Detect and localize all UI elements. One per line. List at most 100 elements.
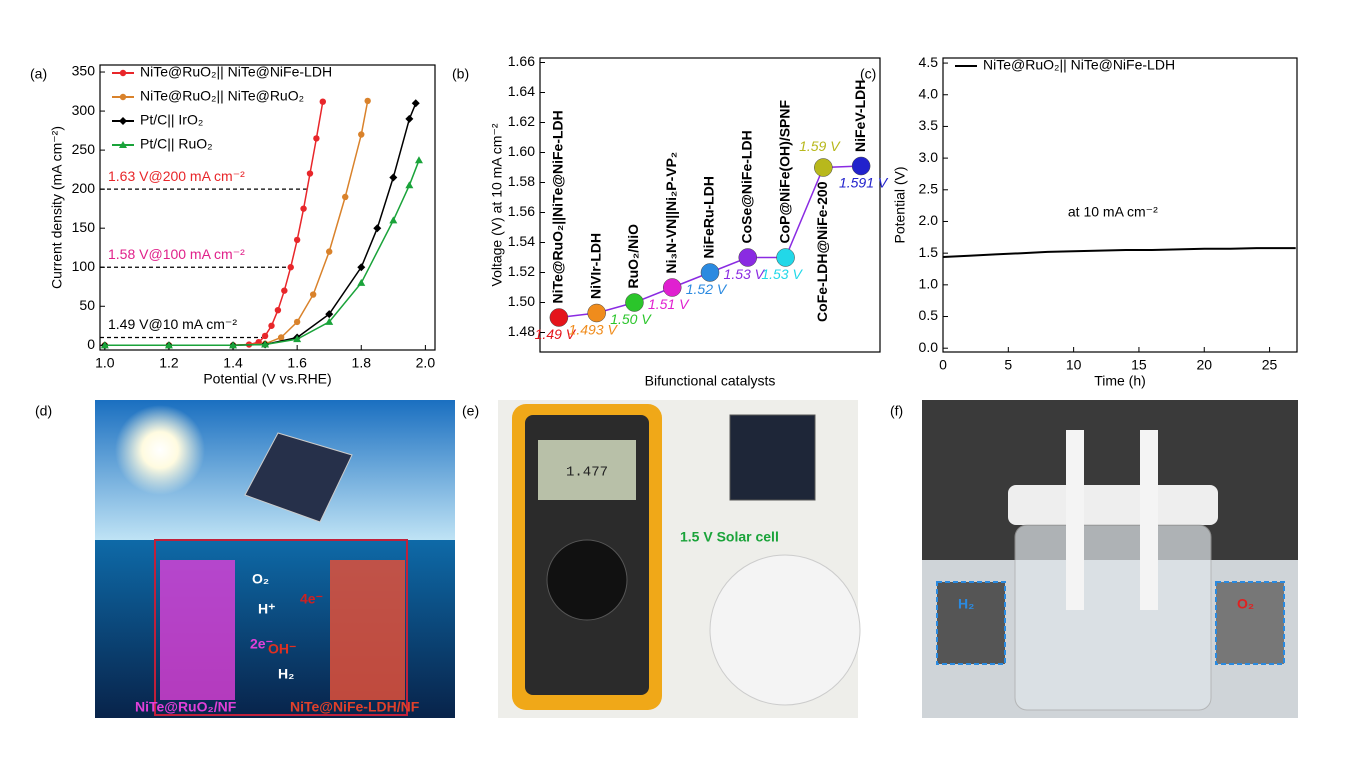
x-axis-label: Bifunctional catalysts (645, 373, 776, 389)
y-tick-label: 4.5 (919, 54, 939, 70)
marker (405, 181, 414, 189)
annotation: 1.49 V@10 mA cm⁻² (108, 316, 237, 332)
category-label: RuO₂/NiO (625, 224, 641, 289)
y-tick-label: 1.56 (508, 203, 535, 219)
marker (119, 117, 127, 125)
electrode-left (160, 560, 235, 700)
marker (100, 341, 109, 349)
label: 4e⁻ (300, 591, 323, 607)
inset (936, 581, 1006, 665)
y-tick-label: 1.60 (508, 143, 535, 159)
marker (364, 97, 371, 105)
y-tick-label: 2.0 (919, 212, 939, 228)
panel-label: (e) (462, 403, 479, 419)
y-axis-label: Potential (V) (892, 166, 908, 243)
x-tick-label: 1.2 (159, 355, 179, 371)
marker (313, 135, 320, 142)
x-tick-label: 1.4 (223, 355, 243, 371)
x-axis-label: Time (h) (1094, 373, 1146, 389)
y-tick-label: 4.0 (919, 85, 939, 101)
y-tick-label: 1.54 (508, 233, 535, 249)
category-label: CoP@NiFe(OH)/SPNF (776, 100, 792, 244)
sun (115, 405, 205, 495)
x-axis-label: Potential (V vs.RHE) (203, 371, 331, 387)
marker (293, 335, 302, 343)
x-tick-label: 5 (1004, 357, 1012, 373)
value-label: 1.49 V (535, 326, 577, 342)
series-line (104, 160, 420, 347)
panel-label: (d) (35, 403, 52, 419)
plot-frame (99, 64, 436, 351)
marker (325, 310, 334, 319)
value-label: 1.493 V (569, 322, 619, 338)
legend-label: Pt/C|| IrO₂ (140, 112, 203, 128)
dial (546, 539, 628, 621)
lid (1008, 485, 1218, 525)
x-tick-label: 1.8 (352, 355, 372, 371)
point (587, 303, 606, 323)
y-tick-label: 1.58 (508, 173, 535, 189)
x-tick-label: 25 (1262, 357, 1278, 373)
category-label: CoFe-LDH@NiFe-200 (814, 181, 830, 322)
panel-f: H₂ O₂ (f) (890, 400, 1298, 718)
point (625, 293, 644, 312)
x-tick-label: 10 (1066, 357, 1082, 373)
value-label: 1.591 V (839, 175, 889, 191)
x-tick-label: 2.0 (416, 355, 436, 371)
y-tick-label: 1.48 (508, 323, 535, 339)
marker (277, 334, 285, 341)
y-axis-label: Current density (mA cm⁻²) (49, 126, 65, 289)
label: OH⁻ (268, 641, 296, 657)
x-tick-label: 20 (1196, 357, 1212, 373)
value-label: 1.50 V (610, 311, 652, 327)
marker (261, 332, 269, 340)
marker (373, 224, 382, 233)
marker (358, 131, 365, 138)
panel-label: (b) (452, 66, 469, 82)
marker (389, 216, 398, 224)
label: NiTe@RuO₂/NF (135, 699, 237, 715)
value-label: 1.51 V (648, 296, 690, 312)
marker (309, 291, 317, 298)
category-label: NiTe@RuO₂||NiTe@NiFe-LDH (550, 110, 566, 303)
point (814, 158, 833, 177)
y-tick-label: 250 (72, 141, 96, 157)
annotation: 1.63 V@200 mA cm⁻² (108, 168, 245, 184)
y-tick-label: 3.5 (919, 117, 939, 133)
y-tick-label: 2.5 (919, 180, 939, 196)
reading: 1.477 (566, 465, 608, 481)
cell (154, 539, 408, 716)
y-tick-label: 1.0 (919, 276, 939, 292)
point (700, 263, 720, 282)
y-tick-label: 150 (72, 219, 96, 235)
y-tick-label: 1.66 (508, 53, 535, 69)
category-label: CoSe@NiFe-LDH (738, 130, 754, 243)
electrode (1066, 430, 1084, 610)
marker (326, 248, 333, 255)
point (738, 248, 758, 267)
marker (261, 340, 270, 348)
value-label: 1.53 V (761, 266, 803, 282)
panel-d: O₂ H⁺ 2e⁻ 4e⁻ OH⁻ H₂ NiTe@RuO₂/NF NiTe@N… (35, 400, 455, 718)
marker (287, 264, 294, 271)
marker (281, 287, 288, 294)
marker (405, 114, 414, 123)
legend-label: NiTe@RuO₂|| NiTe@NiFe-LDH (983, 57, 1175, 73)
value-label: 1.59 V (799, 138, 841, 154)
point (851, 156, 871, 176)
marker (357, 263, 366, 272)
marker (389, 173, 398, 182)
y-tick-label: 1.52 (508, 263, 535, 279)
category-label: Ni₃N-VN||Ni₂P-VP₂ (663, 152, 679, 274)
plot-frame (539, 57, 881, 353)
display (538, 440, 636, 500)
marker (357, 278, 366, 286)
annotation: at 10 mA cm⁻² (1068, 203, 1158, 219)
label: O₂ (252, 571, 269, 587)
legend-label: NiTe@RuO₂|| NiTe@NiFe-LDH (140, 64, 332, 80)
marker (293, 318, 301, 326)
panel-e: 1.477 1.5 V Solar cell (e) (462, 400, 861, 718)
series-line (104, 101, 324, 347)
y-tick-label: 0.5 (919, 307, 939, 323)
marker (119, 93, 127, 101)
